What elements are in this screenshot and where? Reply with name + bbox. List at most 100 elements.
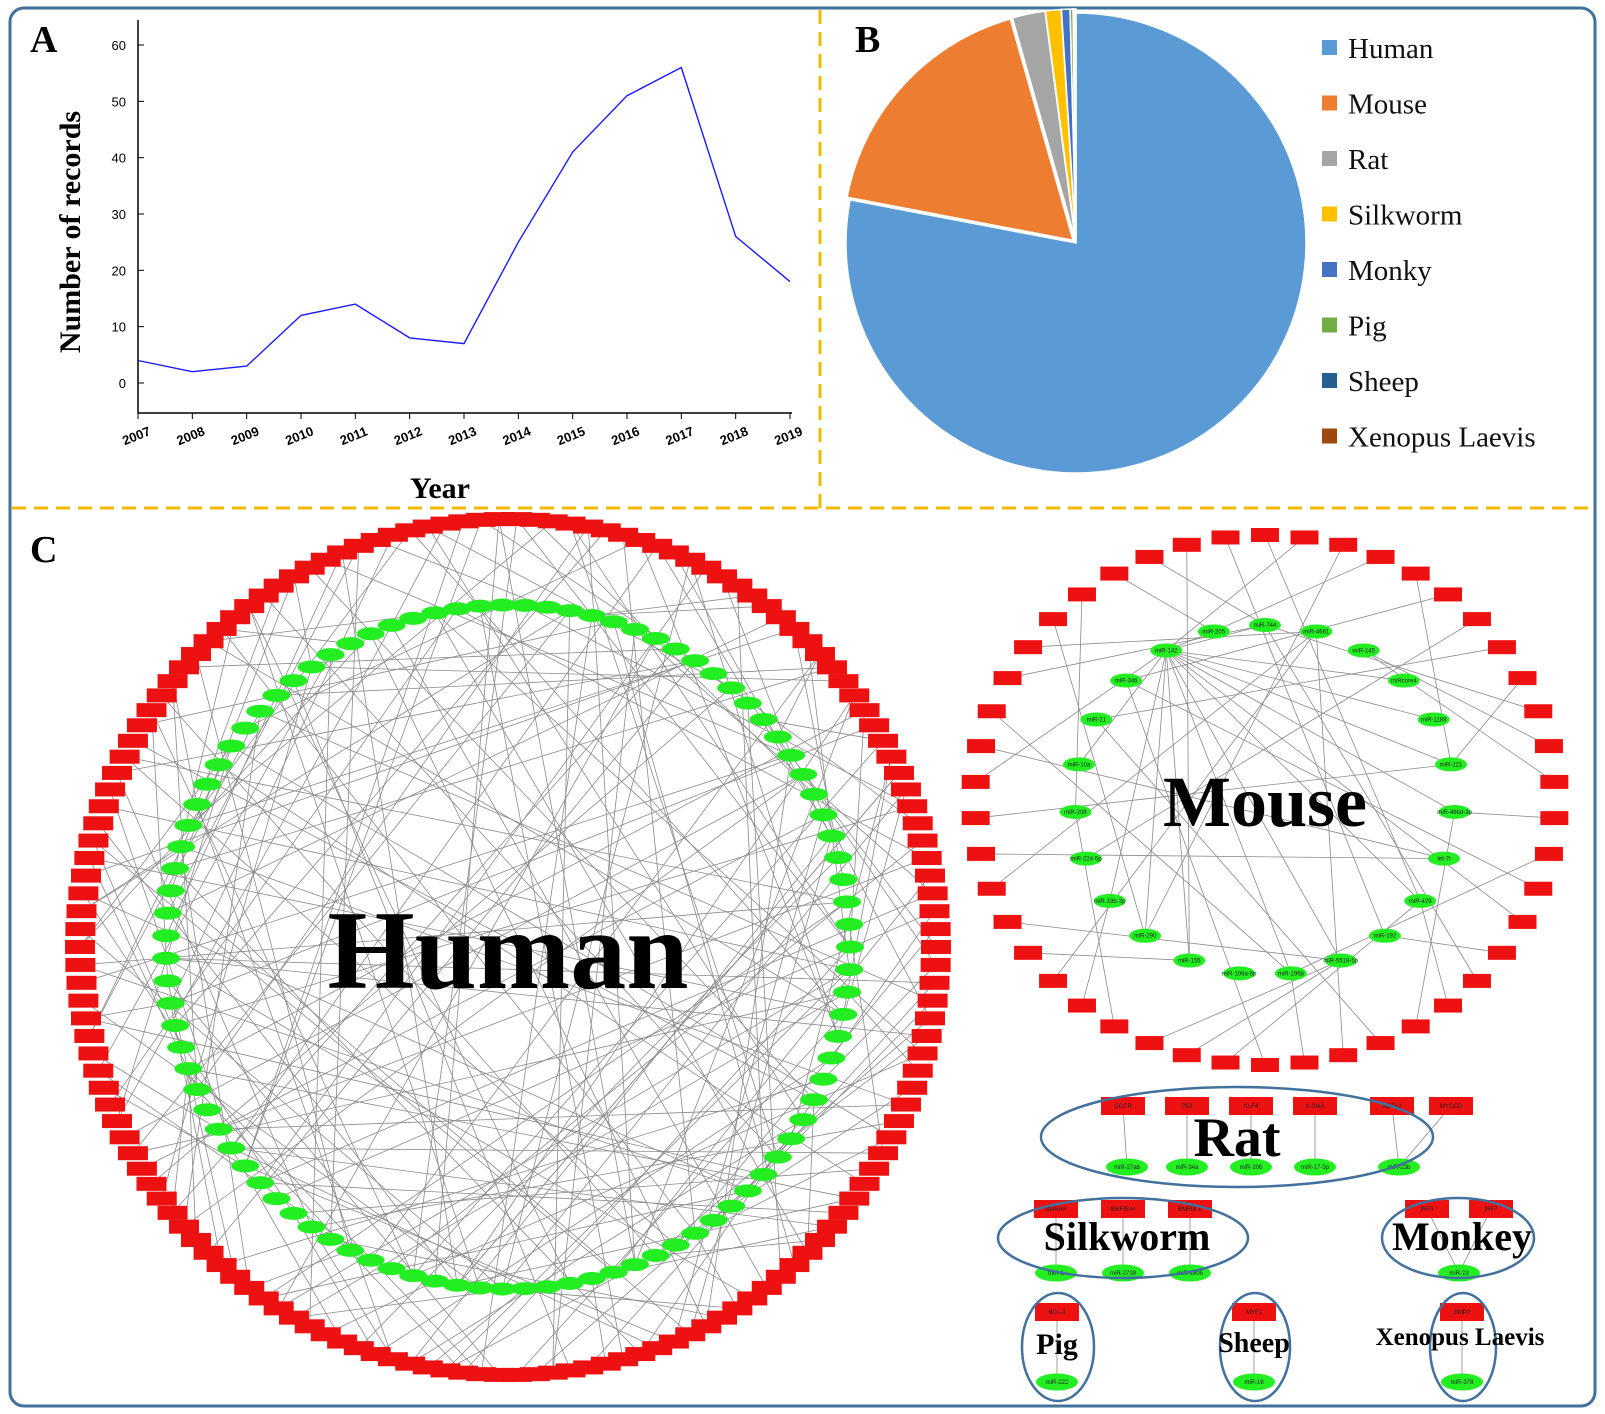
mirna-node-label: miR-106a-5p [1222, 971, 1257, 977]
gene-node [95, 1097, 126, 1112]
gene-node [117, 1146, 148, 1161]
network-edge [1363, 650, 1550, 747]
mirna-node [336, 637, 365, 651]
network-edge [167, 545, 360, 914]
gene-node-label: P53 [1182, 1104, 1193, 1110]
panel-c-letter: C [30, 529, 57, 571]
network-edge [180, 846, 250, 1288]
gene-node [816, 1219, 847, 1234]
mirna-node [763, 730, 792, 744]
mirna-node [421, 606, 450, 620]
gene-node [102, 1114, 133, 1129]
gene-node [1524, 881, 1553, 896]
network-edges [79, 518, 1555, 1382]
mirna-node [246, 1176, 275, 1190]
mirna-node [153, 906, 182, 920]
mirna-node [799, 1093, 828, 1107]
gene-node [206, 1258, 237, 1273]
mirna-node [1230, 1158, 1272, 1176]
y-tick-label: 0 [119, 376, 126, 391]
network-edge [245, 539, 641, 729]
mirna-node [829, 1007, 858, 1021]
legend-label: Pig [1348, 311, 1387, 343]
network-edge [1007, 921, 1341, 961]
legend-swatch [1322, 151, 1337, 166]
gene-node [68, 993, 99, 1008]
gene-node [897, 1080, 928, 1095]
gene-node [977, 704, 1006, 719]
network-edge [188, 709, 865, 1070]
network-edge [141, 621, 614, 726]
mirna-node [1093, 893, 1126, 908]
legend-swatch [1322, 262, 1337, 277]
network-edge [675, 1136, 892, 1246]
mirna-node [153, 974, 182, 988]
network-edge [1454, 811, 1555, 819]
gene-node [839, 1191, 870, 1206]
network-edge [673, 814, 824, 1342]
network-edge [634, 629, 933, 894]
gene-node [66, 904, 97, 919]
gene-node [1101, 1097, 1145, 1115]
network-edge [249, 1250, 351, 1289]
mirna-node-label: let-7i [1438, 857, 1451, 863]
x-tick-label: 2014 [500, 423, 533, 448]
mirna-node [763, 1150, 792, 1164]
mirna-node [1069, 851, 1102, 866]
network-edge [248, 605, 481, 1288]
mirna-node-label: miR-1 [1048, 1271, 1065, 1277]
network-edge [1391, 1105, 1400, 1168]
mirna-node [577, 608, 606, 622]
network-edge [1075, 811, 1115, 1027]
network-edge [81, 754, 792, 984]
mirna-node [817, 1051, 846, 1065]
gene-node [967, 846, 996, 861]
gene-node [206, 621, 237, 636]
network-edge [1166, 650, 1455, 813]
gene-node [1172, 537, 1201, 552]
mirna-node [733, 696, 762, 710]
network-edge [410, 1119, 804, 1365]
gene-node [1251, 528, 1279, 542]
network-panel: C miR-744 miR-4661 miR-145 miRcore4 miR-1188… [30, 512, 1569, 1403]
mouse-label: Mouse [1163, 762, 1367, 842]
mirna-node-label: miR-206 [1240, 1165, 1263, 1171]
mirna-node [1223, 966, 1256, 981]
y-axis-label: Number of records [54, 111, 87, 353]
mirna-node [465, 1281, 494, 1295]
mirna-node [599, 615, 628, 629]
mirna-node [1080, 712, 1113, 727]
mirna-node [193, 777, 222, 791]
network-edge [278, 638, 657, 1309]
mirna-node-label: miR-23 [1449, 1271, 1469, 1277]
mirna-node [1129, 928, 1162, 943]
gene-node [66, 975, 97, 990]
mirna-node [1300, 624, 1333, 639]
mirna-node [279, 1206, 308, 1220]
mirna-node [262, 1192, 291, 1206]
group-outline [1218, 1291, 1292, 1403]
network-edge [341, 552, 458, 1286]
mirna-node [510, 598, 539, 612]
mirna-node [1274, 966, 1307, 981]
gene-node [751, 599, 782, 614]
network-edge [613, 875, 931, 1273]
gene-node [1508, 671, 1537, 686]
network-edge [1290, 973, 1305, 1063]
mirna-node [835, 963, 864, 977]
network-edge [1165, 650, 1292, 974]
gene-node [1100, 1019, 1129, 1034]
gene-node [849, 1176, 880, 1191]
network-edge [175, 805, 913, 1026]
gene-node [919, 975, 950, 990]
gene-node [157, 674, 188, 689]
legend-swatch [1322, 95, 1337, 111]
network-edge [1264, 624, 1478, 982]
network-edge [1052, 631, 1317, 982]
network-edge [124, 756, 676, 1246]
mirna-node [1438, 804, 1471, 819]
gene-node [1524, 704, 1553, 719]
network-edge [166, 957, 935, 984]
mirna-node [1036, 1373, 1078, 1391]
gene-node-label: A-SMA [1305, 1104, 1324, 1110]
